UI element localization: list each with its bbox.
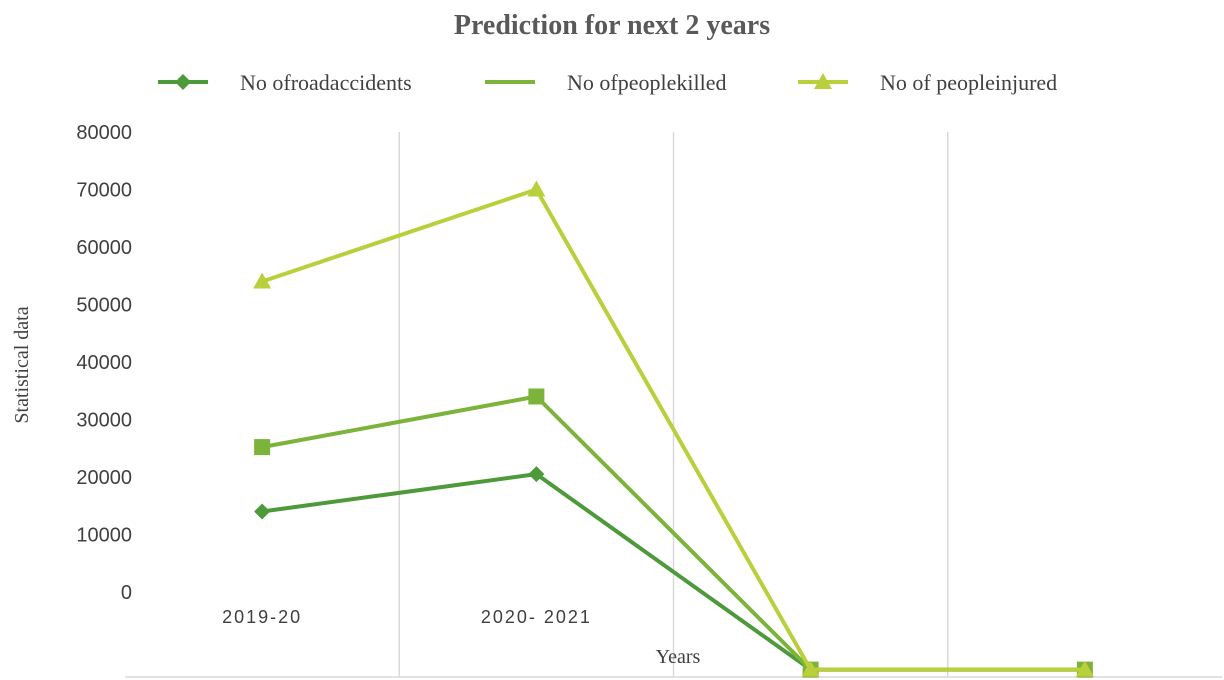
- y-axis-ticks: 80000 70000 60000 50000 40000 30000 20000 10000…: [76, 122, 132, 604]
- y-tick-label: 10000: [76, 525, 132, 547]
- gridlines: [398, 132, 949, 677]
- y-tick-label: 30000: [76, 410, 132, 432]
- x-axis-label: Years: [656, 646, 701, 668]
- series-3: [253, 180, 1094, 677]
- x-tick-label: 2019-20: [222, 607, 302, 627]
- data-point: [253, 272, 272, 289]
- legend-label: No of peopleinjured: [880, 70, 1057, 95]
- series-group: [253, 180, 1094, 678]
- legend-item: No ofpeoplekilled: [485, 70, 726, 95]
- y-tick-label: 0: [121, 582, 132, 604]
- data-point: [527, 180, 546, 197]
- x-tick-label: 2020- 2021: [481, 607, 592, 627]
- x-axis-ticks: 2019-20 2020- 2021: [222, 607, 592, 627]
- y-tick-label: 60000: [76, 237, 132, 259]
- legend-item: No ofroadaccidents: [158, 70, 412, 95]
- y-tick-label: 40000: [76, 352, 132, 374]
- legend-marker: [175, 74, 191, 90]
- data-point: [528, 388, 545, 405]
- y-tick-label: 20000: [76, 467, 132, 489]
- data-point: [254, 439, 271, 456]
- legend-label: No ofroadaccidents: [240, 70, 412, 95]
- y-axis-label: Statistical data: [11, 306, 33, 423]
- legend-marker: [814, 73, 832, 89]
- series-line: [261, 187, 1085, 672]
- chart-title: Prediction for next 2 years: [454, 10, 770, 41]
- data-point: [1075, 660, 1094, 677]
- legend-item: No of peopleinjured: [798, 70, 1057, 95]
- y-tick-label: 70000: [76, 180, 132, 202]
- y-tick-label: 80000: [76, 122, 132, 144]
- legend-label: No ofpeoplekilled: [567, 70, 726, 95]
- data-point: [801, 660, 820, 677]
- data-point: [254, 503, 271, 520]
- y-tick-label: 50000: [76, 295, 132, 317]
- data-point: [528, 466, 545, 483]
- legend: No ofroadaccidents No ofpeoplekilled No of…: [158, 70, 1057, 95]
